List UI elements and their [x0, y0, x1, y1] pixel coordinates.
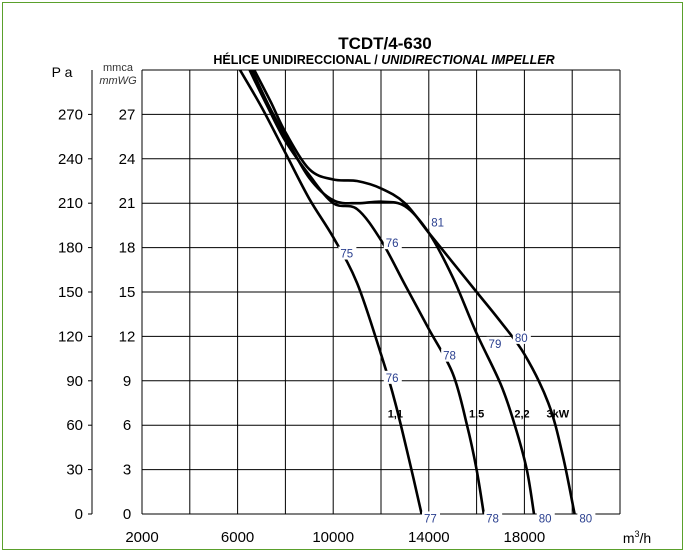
x-tick-label: 2000 — [125, 529, 158, 546]
fan-curve-line — [238, 69, 423, 515]
efficiency-label: 75 — [340, 249, 353, 261]
pa-tick-label: 30 — [66, 462, 83, 479]
pa-tick-label: 210 — [58, 195, 83, 212]
efficiency-label: 81 — [431, 217, 444, 229]
pa-tick-label: 90 — [66, 373, 83, 390]
chart-subtitle: HÉLICE UNIDIRECCIONAL / UNIDIRECTIONAL I… — [213, 52, 554, 67]
pa-tick-label: 240 — [58, 151, 83, 168]
pa-tick-label: 60 — [66, 417, 83, 434]
x-tick-label: 10000 — [312, 529, 354, 546]
efficiency-label-bg — [486, 336, 505, 350]
efficiency-label: 77 — [424, 513, 437, 525]
mmca-tick-label: 6 — [123, 417, 131, 434]
mmca-tick-label: 24 — [119, 151, 136, 168]
efficiency-label: 80 — [539, 513, 552, 525]
fan-curve-line — [253, 69, 576, 515]
efficiency-label: 78 — [486, 513, 499, 525]
x-axis-label: m3/h — [623, 529, 651, 546]
efficiency-label: 80 — [515, 333, 528, 345]
efficiency-label: 76 — [386, 373, 399, 385]
grid — [141, 69, 621, 515]
pa-tick-label: 120 — [58, 328, 83, 345]
efficiency-label-bg — [429, 215, 448, 229]
efficiency-label-bg — [484, 511, 503, 525]
efficiency-label: 79 — [489, 339, 502, 351]
x-axis-label-rest: /h — [640, 530, 652, 546]
power-label: 2,2 — [514, 408, 529, 420]
x-tick-label: 6000 — [221, 529, 254, 546]
pa-tick-label: 150 — [58, 284, 83, 301]
y-axis-label-pa: P a — [52, 64, 73, 80]
y-ticks: 0 0 30 3 60 6 90 9 120 12 150 15 180 18 210 21 240 24 270 2… — [58, 70, 135, 523]
pa-tick-label: 270 — [58, 106, 83, 123]
efficiency-label: 76 — [386, 238, 399, 250]
mmca-tick-label: 9 — [123, 373, 131, 390]
efficiency-label-bg — [577, 511, 596, 525]
mmca-tick-label: 12 — [119, 328, 136, 345]
efficiency-label-bg — [512, 330, 531, 344]
efficiency-label-bg — [383, 370, 402, 384]
mmca-tick-label: 3 — [123, 462, 131, 479]
efficiency-label-bg — [536, 511, 555, 525]
mmca-tick-label: 27 — [119, 106, 136, 123]
power-label: 1,1 — [388, 408, 403, 420]
mmca-tick-label: 18 — [119, 240, 136, 257]
x-axis-label-sup: 3 — [634, 529, 639, 539]
efficiency-label-bg — [338, 246, 357, 260]
x-tick-label: 18000 — [504, 529, 546, 546]
efficiency-labels: 75 76 81 78 79 80 76 77 78 80 80 — [338, 215, 596, 525]
mmca-tick-label: 15 — [119, 284, 136, 301]
y-axis-label-mmca: mmca — [103, 62, 134, 74]
chart-title: TCDT/4-630 — [338, 34, 432, 53]
fan-curve-line — [250, 69, 536, 515]
power-labels: 1,1 1,5 2,2 3kW — [388, 408, 570, 420]
pa-tick-label: 180 — [58, 240, 83, 257]
fan-curves — [238, 69, 576, 515]
efficiency-label-bg — [422, 511, 441, 525]
subtitle-regular: HÉLICE UNIDIRECCIONAL / — [213, 52, 381, 67]
efficiency-label: 80 — [579, 513, 592, 525]
pa-tick-label: 0 — [75, 506, 83, 523]
mmca-tick-label: 21 — [119, 195, 136, 212]
efficiency-label-bg — [441, 348, 460, 362]
fan-curve-line — [248, 69, 486, 515]
mmca-tick-label: 0 — [123, 506, 131, 523]
subtitle-italic: UNIDIRECTIONAL IMPELLER — [381, 53, 554, 67]
x-tick-label: 14000 — [408, 529, 450, 546]
power-label: 3kW — [547, 408, 570, 420]
efficiency-label-bg — [383, 236, 402, 250]
efficiency-label: 78 — [443, 351, 456, 363]
power-label: 1,5 — [469, 408, 484, 420]
y-axis-label-mmwg: mmWG — [99, 75, 137, 87]
x-ticks: 2000 6000 10000 14000 18000 — [125, 529, 545, 546]
x-axis-label-base: m — [623, 530, 635, 546]
